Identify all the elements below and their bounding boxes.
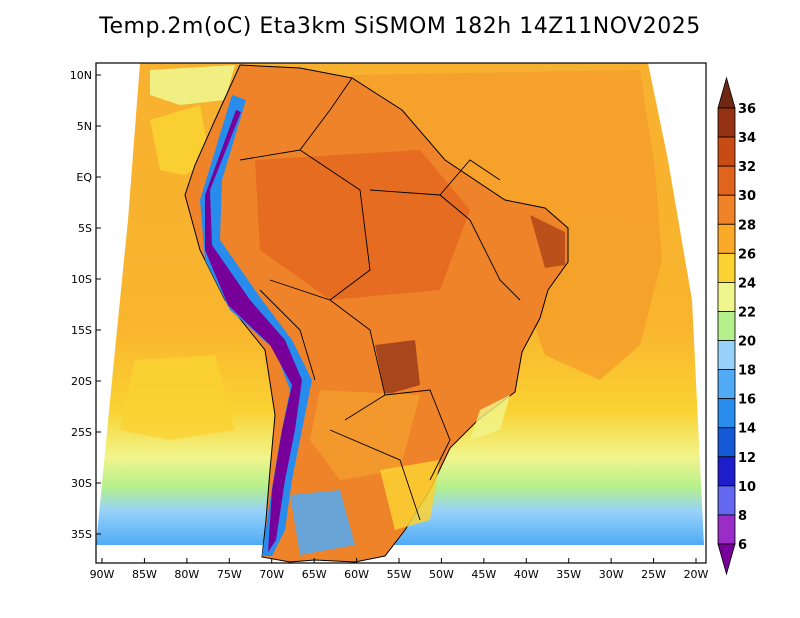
lon-tick-label: 55W [387,568,412,581]
longitude-axis: 90W 85W 80W 75W 70W 65W 60W 55W 50W 45W 40W 35W 30W 2… [90,558,709,581]
country-borders [239,77,521,521]
colorbar-swatch [717,165,736,196]
colorbar-label: 24 [738,276,756,291]
colorbar-label: 26 [738,247,756,262]
pacific-cool-pool [150,105,210,175]
colorbar-label: 12 [738,451,756,466]
lat-tick-label: 15S [71,324,92,337]
colorbar-label: 36 [738,102,756,117]
lat-tick-label: 10S [71,273,92,286]
lon-tick-label: 85W [132,568,157,581]
patagonia-cool-zone [290,490,355,555]
lon-tick-label: 40W [514,568,539,581]
colorbar-swatch [717,311,736,341]
lat-tick-label: 30S [71,477,92,490]
pantanal-hot-zone [375,340,420,395]
colorbar-swatch [717,136,736,167]
lon-tick-label: 50W [429,568,454,581]
lat-tick-label: 25S [71,426,92,439]
colorbar-swatch [717,398,736,429]
lon-tick-label: 35W [556,568,581,581]
colorbar-swatch [717,107,736,138]
colorbar-label: 10 [738,480,756,495]
lat-tick-label: 35S [71,528,92,541]
northeast-hot-zone [530,215,565,268]
colorbar: 36 34 32 30 28 26 24 22 20 18 16 14 12 10 8 6 [717,76,756,576]
colorbar-label: 30 [738,189,756,204]
lon-tick-label: 70W [259,568,284,581]
colorbar-label: 8 [738,509,747,524]
lon-tick-label: 20W [684,568,709,581]
lon-tick-label: 75W [217,568,242,581]
colorbar-swatch [717,223,736,254]
southern-brazil-mild-zone [380,460,440,530]
lon-tick-label: 45W [471,568,496,581]
lon-tick-label: 80W [174,568,199,581]
colorbar-label: 18 [738,364,756,379]
colorbar-underflow-triangle [717,543,736,576]
colorbar-label: 32 [738,160,756,175]
colorbar-label: 28 [738,218,756,233]
lon-tick-label: 30W [599,568,624,581]
interior-hot-zone [255,150,470,300]
colorbar-swatch [717,281,736,312]
southern-cone-warm-zone [310,390,420,480]
colorbar-swatch [717,194,736,225]
latitude-axis: 10N 5N EQ 5S 10S 15S 20S 25S 30S 35S [70,69,101,541]
lon-tick-label: 65W [302,568,327,581]
colorbar-label: 20 [738,335,756,350]
colorbar-swatch [717,369,736,400]
colorbar-label: 34 [738,131,756,146]
colorbar-overflow-triangle [717,76,736,109]
map-frame [95,62,707,564]
colorbar-label: 16 [738,393,756,408]
colorbar-swatch [717,340,736,370]
colorbar-swatch [717,427,736,458]
lon-tick-label: 60W [344,568,369,581]
colorbar-label: 14 [738,422,756,437]
lat-tick-label: 20S [71,375,92,388]
caribbean-cool-area [150,65,235,105]
pacific-cool-pool-south [120,355,235,440]
colorbar-label: 22 [738,305,756,320]
lat-tick-label: 5N [77,120,92,133]
colorbar-swatch [717,456,736,487]
map-title: Temp.2m(oC) Eta3km SiSMOM 182h 14Z11NOV2… [99,14,701,39]
lat-tick-label: 5S [78,222,92,235]
coastal-cool-strip [470,395,510,440]
colorbar-swatch [717,514,736,545]
colorbar-swatch [717,485,736,516]
colorbar-label: 6 [738,538,747,553]
colorbar-swatch [717,252,736,283]
lon-tick-label: 25W [641,568,666,581]
lat-tick-label: 10N [70,69,92,82]
lon-tick-label: 90W [90,568,115,581]
lat-tick-label: EQ [76,171,92,184]
